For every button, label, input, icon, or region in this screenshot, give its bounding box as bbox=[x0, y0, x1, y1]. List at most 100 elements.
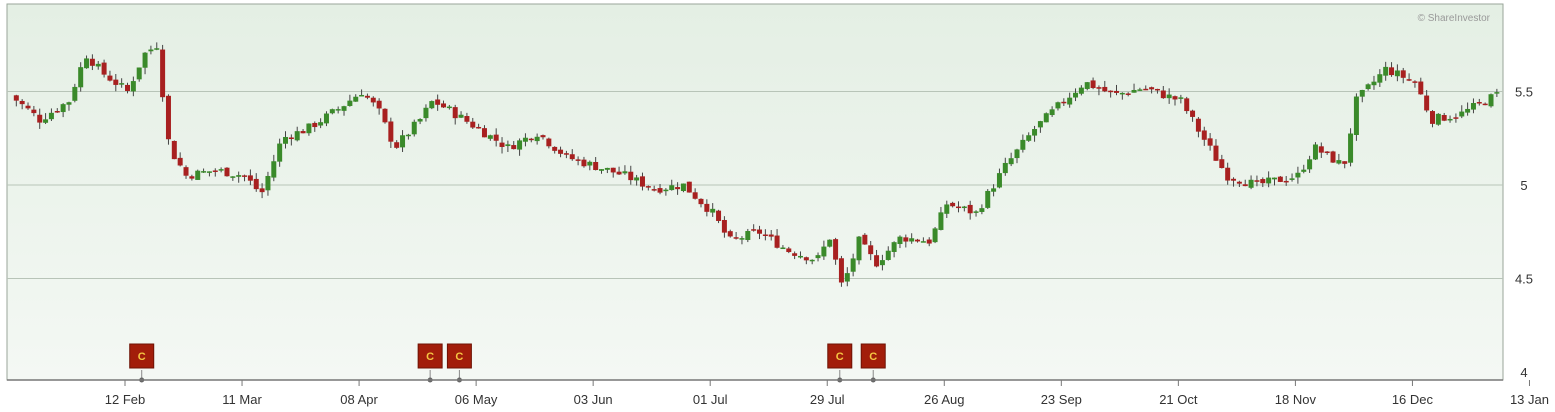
x-tick-label: 29 Jul bbox=[810, 392, 845, 407]
candle-down bbox=[639, 176, 645, 187]
candle-down bbox=[107, 75, 113, 81]
candle-down bbox=[558, 149, 564, 154]
candle-down bbox=[212, 170, 218, 172]
candle-up bbox=[323, 113, 329, 124]
x-tick-label: 26 Aug bbox=[924, 392, 965, 407]
candle-down bbox=[569, 154, 575, 160]
candle-up bbox=[599, 169, 605, 171]
candle-up bbox=[961, 206, 967, 209]
candle-down bbox=[183, 167, 189, 176]
candle-down bbox=[1406, 79, 1412, 81]
candle-down bbox=[89, 58, 95, 66]
candle-up bbox=[797, 255, 803, 258]
candle-down bbox=[792, 253, 798, 256]
candle-up bbox=[271, 161, 277, 178]
candle-down bbox=[435, 99, 441, 105]
candle-down bbox=[563, 153, 569, 155]
candle-up bbox=[821, 246, 827, 257]
candle-up bbox=[909, 238, 915, 242]
candle-down bbox=[394, 142, 400, 148]
candle-down bbox=[1389, 67, 1395, 76]
candle-down bbox=[171, 140, 177, 160]
candle-up bbox=[136, 67, 142, 80]
candle-down bbox=[165, 95, 171, 140]
candle-down bbox=[37, 114, 43, 123]
candle-down bbox=[686, 181, 692, 193]
candle-up bbox=[306, 123, 312, 134]
candle-down bbox=[903, 237, 909, 242]
event-marker-box bbox=[417, 343, 443, 369]
candle-up bbox=[1435, 113, 1441, 125]
candle-up bbox=[979, 208, 985, 212]
candle-up bbox=[130, 81, 136, 92]
candle-down bbox=[300, 131, 306, 134]
candle-down bbox=[546, 138, 552, 147]
candle-up bbox=[534, 136, 540, 142]
candle-up bbox=[996, 173, 1002, 188]
candle-down bbox=[768, 234, 774, 237]
candle-down bbox=[382, 108, 388, 123]
y-tick-label: 5 bbox=[1520, 178, 1527, 193]
candles bbox=[13, 42, 1500, 287]
candle-up bbox=[218, 169, 224, 171]
candle-down bbox=[441, 103, 447, 108]
candle-up bbox=[1119, 92, 1125, 95]
candle-down bbox=[1324, 151, 1330, 154]
candle-up bbox=[142, 52, 148, 68]
event-marker-label: C bbox=[869, 351, 877, 363]
x-tick-label: 12 Feb bbox=[105, 392, 145, 407]
candle-up bbox=[206, 171, 212, 173]
candle-down bbox=[1102, 86, 1108, 92]
candle-up bbox=[1348, 133, 1354, 163]
candle-up bbox=[1008, 158, 1014, 165]
candle-up bbox=[739, 238, 745, 240]
candle-down bbox=[838, 258, 844, 283]
x-axis: 12 Feb 11 Mar 08 Apr 06 May 03 Jun 01 Jul 29 J… bbox=[105, 380, 1549, 407]
candle-down bbox=[1254, 180, 1260, 182]
candle-up bbox=[446, 106, 452, 109]
candle-up bbox=[991, 188, 997, 192]
candle-down bbox=[499, 142, 505, 147]
x-tick-label: 06 May bbox=[455, 392, 498, 407]
candle-up bbox=[84, 58, 90, 69]
candle-down bbox=[762, 234, 768, 236]
candle-up bbox=[154, 48, 160, 50]
candle-down bbox=[388, 121, 394, 142]
candle-down bbox=[926, 239, 932, 244]
candle-up bbox=[417, 119, 423, 122]
candle-down bbox=[751, 229, 757, 231]
y-axis: 4 4.5 5 5.5 bbox=[1515, 85, 1533, 381]
candle-down bbox=[1330, 151, 1336, 163]
candle-down bbox=[1219, 159, 1225, 169]
candle-down bbox=[716, 210, 722, 221]
candle-down bbox=[1125, 93, 1131, 95]
candle-up bbox=[43, 119, 49, 123]
candle-up bbox=[294, 131, 300, 141]
candle-down bbox=[721, 219, 727, 233]
candle-down bbox=[1412, 81, 1418, 83]
candle-down bbox=[1441, 115, 1447, 121]
event-marker-box bbox=[129, 343, 155, 369]
candle-up bbox=[1494, 92, 1500, 94]
candle-up bbox=[1014, 149, 1020, 159]
candle-down bbox=[868, 245, 874, 255]
candle-up bbox=[1377, 74, 1383, 83]
candle-down bbox=[101, 62, 107, 75]
event-marker-label: C bbox=[138, 351, 146, 363]
candle-up bbox=[1067, 97, 1073, 105]
candle-down bbox=[125, 84, 130, 91]
candle-down bbox=[493, 134, 499, 141]
candle-up bbox=[745, 231, 751, 241]
candle-up bbox=[938, 212, 944, 230]
candle-down bbox=[628, 171, 634, 181]
candle-up bbox=[1470, 103, 1476, 110]
candle-up bbox=[1002, 162, 1008, 174]
candle-up bbox=[277, 143, 283, 162]
event-marker-box bbox=[860, 343, 886, 369]
candle-up bbox=[1131, 89, 1137, 93]
candle-down bbox=[657, 188, 663, 193]
candle-up bbox=[1055, 102, 1061, 109]
candle-down bbox=[364, 95, 370, 98]
candle-up bbox=[411, 121, 417, 135]
